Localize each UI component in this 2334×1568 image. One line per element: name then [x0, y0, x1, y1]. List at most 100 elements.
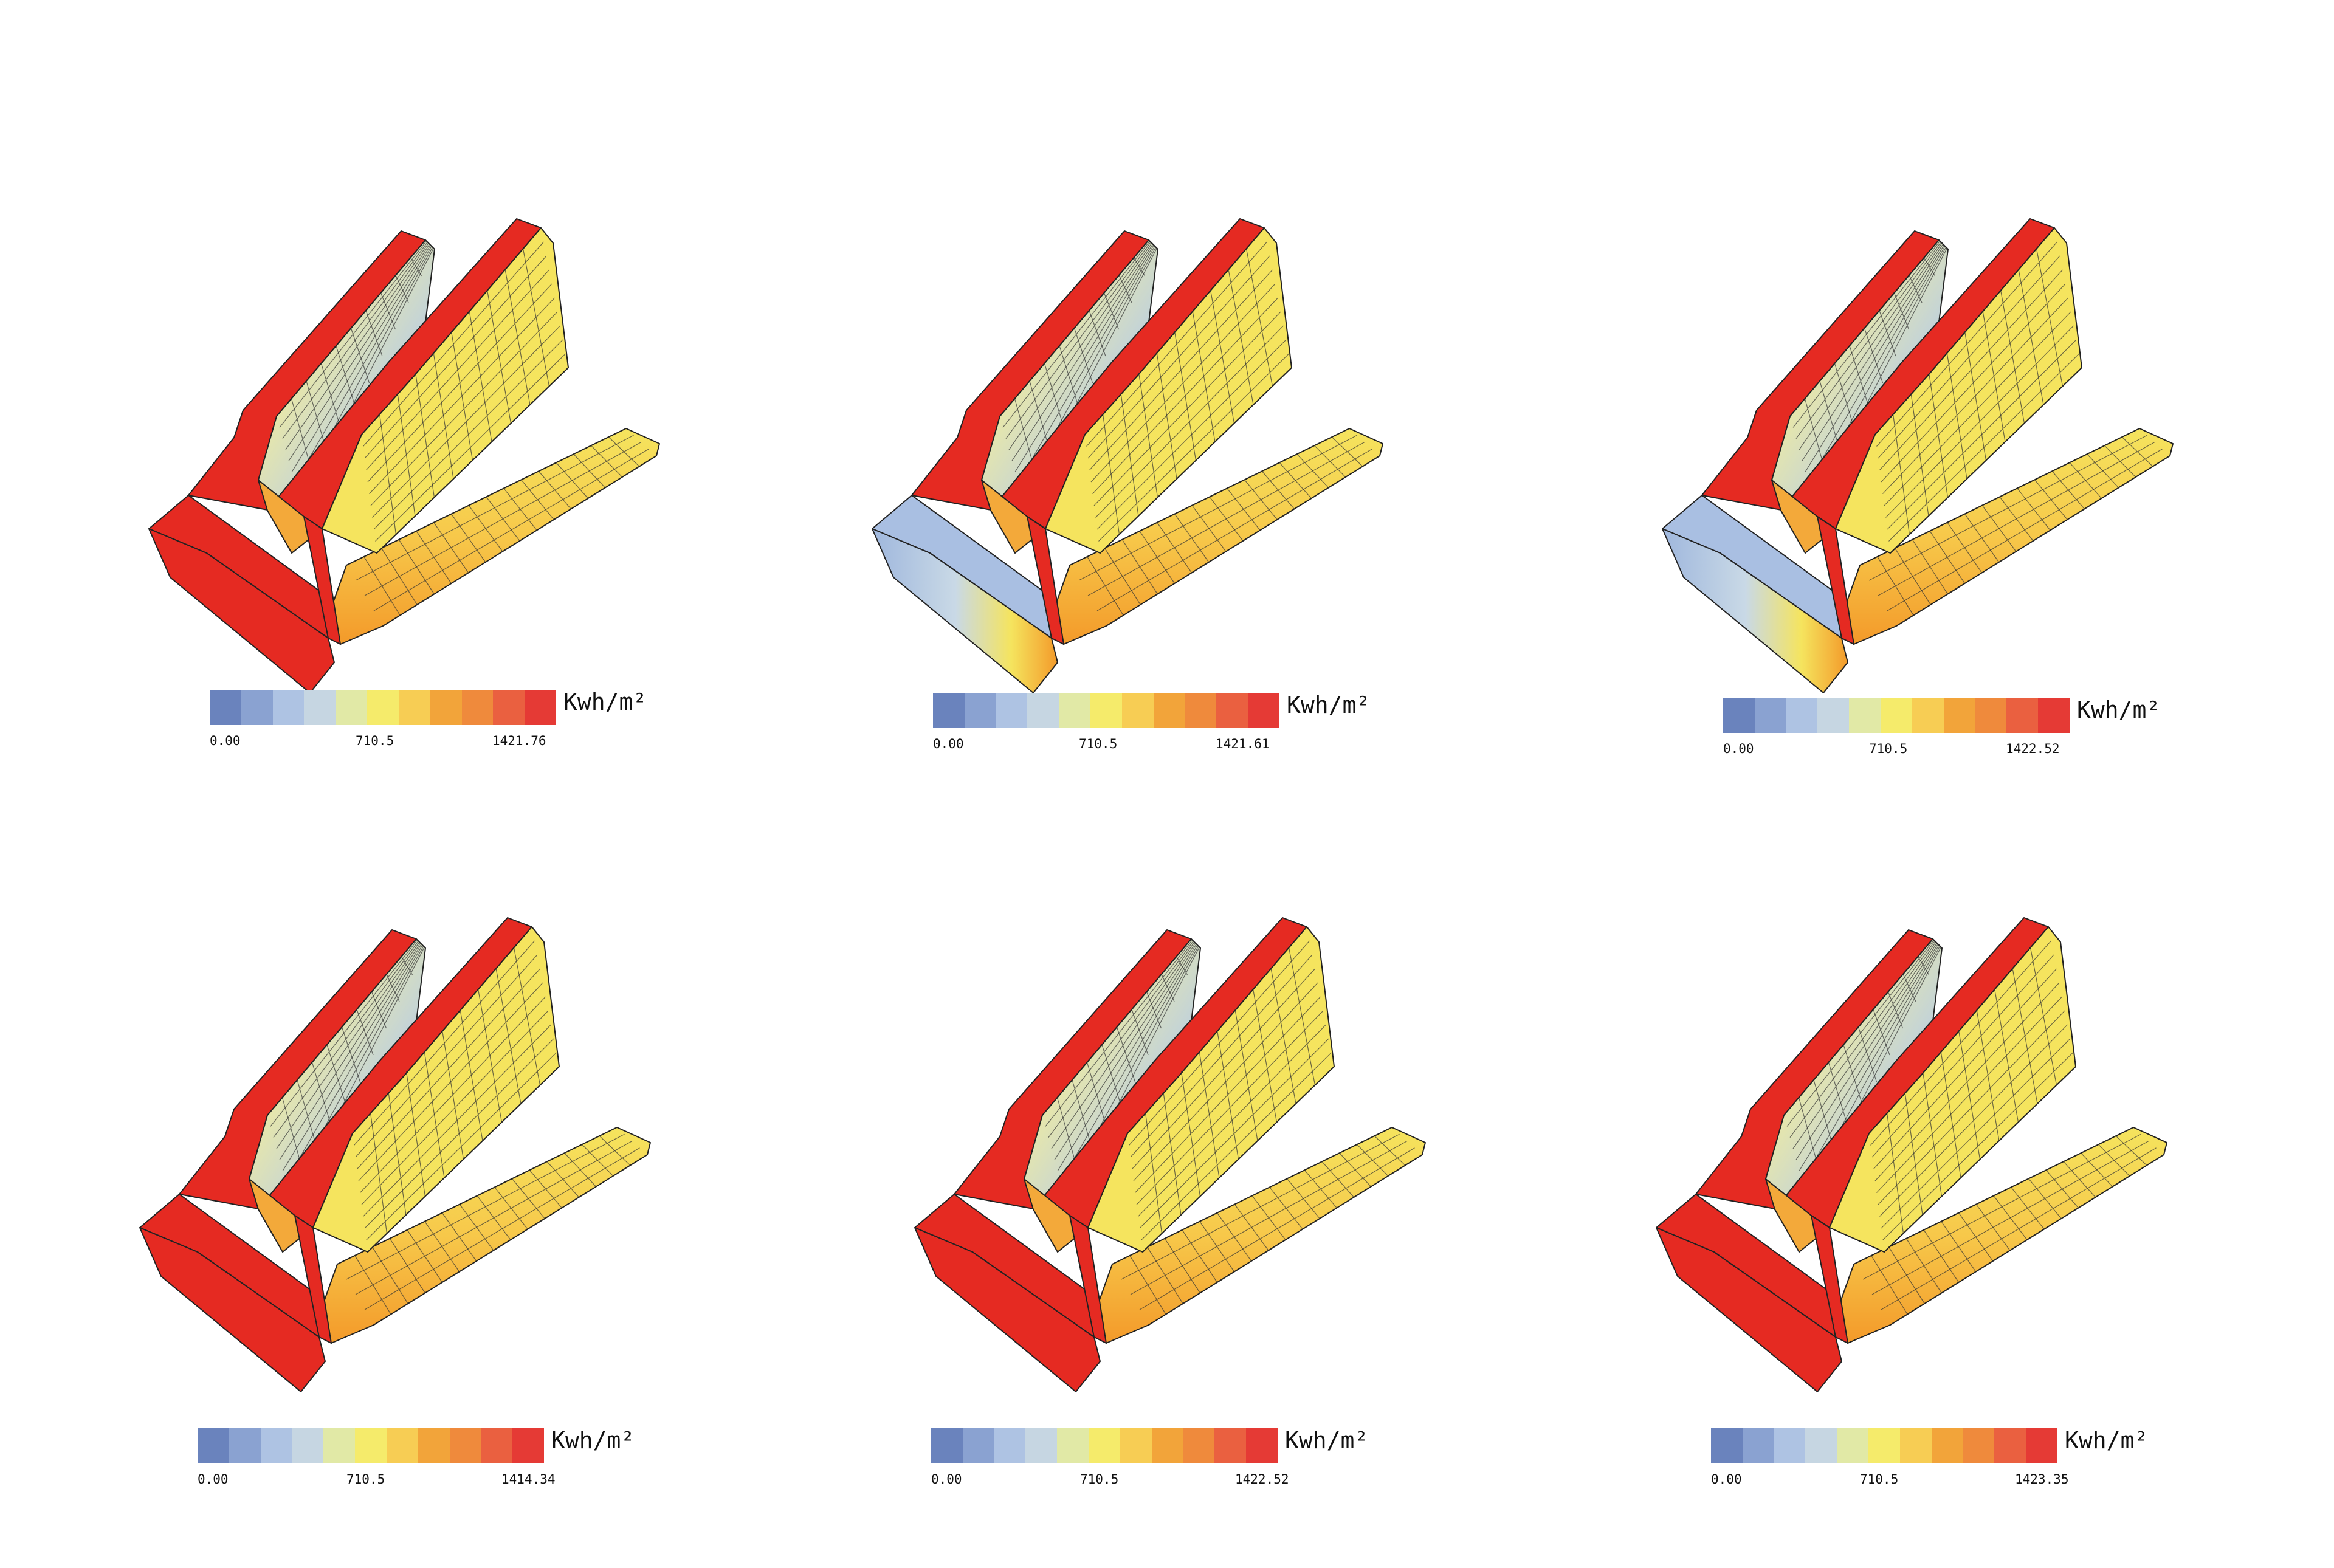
lower-band-grid [364, 441, 642, 596]
color-scale-step-7 [1121, 693, 1154, 728]
color-scale-step-2 [241, 690, 273, 725]
color-scale-bar [1723, 698, 2070, 733]
left-wing-grid [1008, 242, 1152, 450]
lower-band [1838, 1127, 2167, 1344]
right-wing-grid [375, 353, 566, 542]
lower-band-grid [355, 1140, 633, 1295]
color-scale-step-7 [386, 1428, 418, 1463]
base-end-cap [294, 1215, 332, 1344]
color-scale-step-10 [1216, 693, 1248, 728]
left-wing-grid [1059, 345, 1080, 410]
right-wing-grid [1139, 1038, 1329, 1229]
left-wing-grid [395, 275, 409, 303]
lower-band [1054, 428, 1383, 645]
base-slab [139, 1227, 326, 1392]
left-wing-grid [1786, 940, 1935, 1127]
left-wing-grid [326, 1044, 348, 1109]
base-end-cap [1027, 516, 1064, 645]
valley-shade [258, 480, 323, 554]
scale-min-label: 0.00 [1723, 741, 1754, 756]
left-wing-grid [1792, 941, 1936, 1149]
right-wing-grid [1878, 1010, 2065, 1205]
scale-mid-label: 710.5 [1860, 1472, 1899, 1487]
right-wing-grid [1132, 968, 1315, 1169]
unit-label: Kwh/m² [1287, 692, 1371, 718]
color-scale-step-1 [1723, 698, 1755, 733]
left-wing-grid [386, 974, 400, 1002]
left-wing-grid [341, 1026, 361, 1082]
left-wing-grid [285, 944, 423, 1183]
left-wing-grid [1799, 944, 1938, 1171]
color-scale-step-6 [1881, 698, 1912, 733]
color-scale-step-4 [1817, 698, 1850, 733]
left-wing-grid [1923, 257, 1936, 277]
analysis-panel-5 [887, 790, 1665, 1568]
radiation-model-2 [872, 218, 1383, 693]
color-scale-step-2 [1742, 1428, 1774, 1463]
base-slab [1656, 1227, 1842, 1392]
lower-band-grid [1139, 1147, 1415, 1310]
left-wing-grid [288, 244, 430, 461]
right-wing-grid [364, 1038, 554, 1229]
lower-band-grid [1862, 1133, 2141, 1280]
left-wing-grid [1089, 310, 1106, 357]
left-wing-grid [282, 241, 428, 439]
left-wing-grid [1176, 956, 1188, 975]
left-wing-grid [371, 991, 387, 1029]
right-wing-grid [370, 311, 558, 506]
color-scale-step-7 [1912, 698, 1944, 733]
color-scale-step-10 [481, 1428, 513, 1463]
lower-band-grid [1130, 1140, 1408, 1295]
scale-mid-label: 710.5 [1079, 737, 1118, 751]
scale-max-label: 1421.61 [1216, 737, 1270, 751]
right-wing-grid [1874, 982, 2060, 1181]
color-scale-step-2 [964, 693, 996, 728]
left-wing-grid [336, 345, 357, 410]
color-scale-step-4 [1027, 693, 1059, 728]
lower-band-grid [373, 449, 649, 611]
base-slab [914, 1227, 1101, 1392]
right-wing-grid [1129, 940, 1310, 1146]
color-scale-step-1 [1711, 1428, 1743, 1463]
left-wing-grid [1917, 956, 1930, 975]
color-scale-step-7 [398, 690, 430, 725]
valley-shade [249, 1178, 314, 1253]
left-wing-grid [279, 943, 421, 1160]
color-scale-step-3 [272, 690, 305, 725]
left-wing-grid [1909, 275, 1923, 303]
left-wing-grid [1879, 310, 1896, 357]
right-wing-grid [1879, 1024, 2068, 1217]
right-wing-grid [1136, 1010, 1324, 1205]
scale-max-label: 1422.52 [2006, 741, 2060, 756]
legend-2: Kwh/m² 0.00 710.5 1421.61 [933, 692, 1541, 790]
left-wing-grid [1802, 244, 1944, 461]
color-scale-bar [198, 1428, 544, 1463]
color-scale-step-8 [430, 690, 462, 725]
color-scale-step-6 [367, 690, 399, 725]
left-wing-grid [1131, 1009, 1149, 1056]
color-scale-step-9 [1185, 693, 1217, 728]
color-scale-step-8 [1151, 1428, 1183, 1463]
right-wing-grid [1092, 297, 1278, 494]
color-scale-step-4 [1025, 1428, 1058, 1463]
color-scale-step-4 [1805, 1428, 1837, 1463]
unit-label: Kwh/m² [1285, 1427, 1369, 1454]
legend-4: Kwh/m² 0.00 710.5 1414.34 [198, 1427, 805, 1525]
base-slab [148, 528, 335, 693]
color-scale-step-4 [292, 1428, 324, 1463]
right-wing-grid [1086, 241, 1267, 447]
valley-shade [981, 480, 1046, 554]
color-scale-step-5 [1059, 693, 1091, 728]
scale-min-label: 0.00 [931, 1472, 962, 1487]
right-wing-grid [1133, 982, 1318, 1181]
right-wing-grid [367, 283, 553, 483]
scale-max-label: 1421.76 [492, 734, 546, 748]
color-scale-step-7 [1899, 1428, 1932, 1463]
color-scale-step-9 [1963, 1428, 1995, 1463]
legend-3: Kwh/m² 0.00 710.5 1422.52 [1723, 696, 2331, 795]
scale-mid-label: 710.5 [346, 1472, 385, 1487]
right-wing-grid [1089, 269, 1273, 470]
color-scale-step-8 [1943, 698, 1975, 733]
scale-mid-label: 710.5 [356, 734, 394, 748]
right-wing-grid [373, 339, 563, 530]
